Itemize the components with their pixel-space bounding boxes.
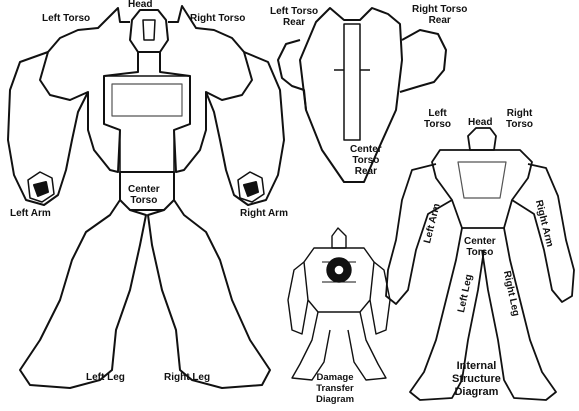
label-right-torso-rear: Right Torso Rear (412, 4, 467, 26)
label-head: Head (128, 0, 153, 10)
label-left-torso: Left Torso (42, 13, 91, 24)
right-torso-rear-section (399, 29, 447, 93)
label-left-torso-rear-line2: Rear (282, 17, 306, 28)
center-torso-rear-section (299, 7, 403, 183)
label-is-left-torso: Left Torso (424, 108, 451, 130)
label-right-torso-rear-line1: Right Torso (412, 4, 468, 15)
dt-head (331, 227, 347, 249)
left-leg-section (19, 199, 147, 389)
label-right-leg: Right Leg (164, 372, 211, 383)
label-center-torso-rear-line3: Rear (354, 166, 377, 177)
label-is-left-torso-line1: Left (428, 108, 447, 119)
label-center-torso: Center Torso (128, 184, 160, 206)
label-right-torso: Right Torso (190, 13, 246, 24)
right-arm-section (205, 51, 285, 206)
internal-structure-title-line1: Internal (456, 360, 497, 372)
label-right-torso-rear-line2: Rear (428, 15, 451, 26)
label-is-head: Head (468, 117, 493, 128)
internal-structure-title-line3: Diagram (454, 386, 499, 398)
left-arm-section (7, 51, 89, 206)
label-is-left-torso-line2: Torso (424, 119, 452, 130)
internal-right-leg (481, 227, 557, 401)
label-is-center-torso: Center Torso (464, 236, 496, 258)
label-is-center-torso-line2: Torso (466, 247, 494, 258)
dt-right-leg (347, 311, 387, 381)
damage-transfer-title: Damage Transfer Diagram (316, 372, 354, 405)
label-left-torso-rear: Left Torso Rear (270, 6, 318, 28)
label-is-center-torso-line1: Center (464, 236, 496, 247)
internal-structure-title: Internal Structure Diagram (452, 360, 501, 399)
label-right-arm: Right Arm (240, 208, 288, 219)
dt-left-arm (287, 261, 309, 335)
label-center-torso-rear-line2: Torso (352, 155, 380, 166)
head-section (129, 9, 169, 53)
label-left-torso-rear-line1: Left Torso (270, 6, 319, 17)
label-center-torso-line2: Torso (130, 195, 158, 206)
internal-right-arm (511, 163, 575, 303)
label-is-right-torso-line2: Torso (506, 119, 534, 130)
internal-structure-title-line2: Structure (452, 373, 501, 385)
label-center-torso-rear-line1: Center (350, 144, 382, 155)
label-center-torso-line1: Center (128, 184, 160, 195)
label-center-torso-rear: Center Torso Rear (350, 144, 382, 177)
internal-left-arm (385, 163, 453, 305)
left-torso-rear-section (277, 39, 307, 111)
damage-transfer-title-line2: Transfer (316, 383, 354, 394)
label-left-arm: Left Arm (10, 208, 51, 219)
right-leg-section (147, 199, 271, 389)
internal-left-leg (409, 227, 485, 401)
label-is-right-torso: Right Torso (506, 108, 533, 130)
damage-transfer-title-line1: Damage (316, 372, 354, 383)
damage-transfer-title-line3: Diagram (316, 394, 355, 405)
dt-right-arm (369, 261, 391, 335)
dt-left-leg (291, 311, 331, 381)
label-is-right-torso-line1: Right (506, 108, 533, 119)
label-left-leg: Left Leg (86, 372, 125, 383)
